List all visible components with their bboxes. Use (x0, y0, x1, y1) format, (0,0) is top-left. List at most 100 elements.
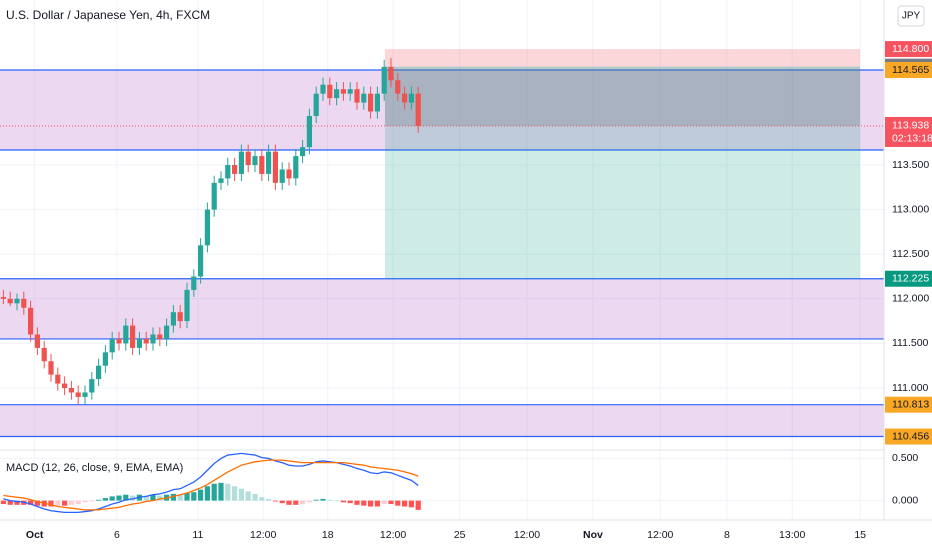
zone (0, 70, 884, 151)
candle-body (96, 365, 102, 380)
candle-body (7, 298, 13, 304)
candle-body (361, 93, 367, 103)
histogram-bar (381, 500, 387, 504)
candle-body (170, 312, 176, 326)
histogram-bar (245, 491, 251, 501)
x-tick-label: 12:00 (250, 529, 276, 541)
histogram-bar (334, 500, 340, 502)
histogram-bar (55, 500, 61, 506)
histogram-bar (361, 500, 367, 506)
candle-body (279, 169, 285, 183)
histogram-bar (109, 496, 115, 501)
candle-body (62, 383, 68, 389)
candle-body (266, 151, 272, 174)
x-tick-label: Oct (26, 529, 44, 541)
histogram-bar (415, 500, 421, 510)
candle-body (218, 178, 224, 183)
histogram-bar (218, 482, 224, 501)
macd-line (3, 459, 419, 511)
histogram-bar (388, 500, 394, 504)
histogram-bar (34, 500, 40, 506)
histogram-bar (293, 500, 299, 505)
candle-body (75, 392, 81, 397)
current-price-label: 113.938 (892, 120, 929, 132)
candle-body (388, 66, 394, 81)
y-tick-label: 113.500 (892, 159, 929, 171)
candle-body (347, 89, 353, 94)
macd-panel (0, 452, 421, 514)
histogram-bar (286, 500, 292, 505)
histogram-bar (28, 500, 34, 505)
histogram-bar (68, 500, 74, 505)
price-label: 114.800 (892, 43, 929, 55)
histogram-bar (211, 483, 217, 501)
candle-body (225, 165, 231, 179)
histogram-bar (225, 483, 231, 501)
zones (0, 49, 884, 438)
current-price-bg (885, 116, 932, 147)
candle-body (177, 312, 183, 322)
currency-button[interactable] (897, 5, 925, 27)
candle-body (123, 325, 129, 344)
candle-body (313, 93, 319, 116)
histogram-bar (150, 494, 156, 501)
candle-body (286, 169, 292, 179)
candle-body (245, 151, 251, 166)
candle-body (408, 93, 414, 103)
histogram-bar (0, 500, 6, 504)
histogram-bar (82, 500, 88, 503)
zone (0, 404, 884, 437)
grid (0, 0, 884, 520)
histogram-bar (320, 498, 326, 501)
price-label: 114.565 (892, 64, 929, 76)
histogram-bar (300, 500, 306, 504)
histogram-bar (279, 500, 285, 504)
histogram-bar (157, 495, 163, 501)
stop-zone (385, 49, 860, 67)
axes: Oct 6 11 12:00 18 12:00 25 12:00 Nov 12:00 8 13:00 1… (26, 41, 932, 541)
histogram-bar (354, 500, 360, 505)
histogram-bar (204, 486, 210, 501)
candle-body (238, 151, 244, 174)
candle-body (191, 276, 197, 290)
zone (0, 278, 884, 339)
candle-body (300, 147, 306, 157)
histogram-bar (48, 500, 54, 507)
candle-body (109, 338, 115, 353)
x-tick-label: 15 (854, 529, 866, 541)
candle-body (327, 84, 333, 99)
candle-body (14, 298, 20, 304)
candle-body (68, 388, 74, 393)
histogram-bar (395, 500, 401, 506)
histogram-bar (170, 493, 176, 501)
candle-body (164, 325, 170, 339)
open-pnl-zone (385, 66, 860, 126)
histogram-bar (306, 500, 312, 503)
histogram-bar (368, 500, 374, 507)
histogram-bar (327, 499, 333, 501)
histogram-bar (313, 499, 319, 501)
price-label: 110.456 (892, 430, 929, 442)
x-tick-label: 12:00 (380, 529, 406, 541)
histogram-bar (198, 489, 204, 501)
y-tick-label: 113.000 (892, 203, 929, 215)
histogram-bar (177, 494, 183, 501)
histogram-bar (272, 500, 278, 502)
candle-body (34, 334, 40, 348)
histogram-bar (238, 488, 244, 501)
histogram-bar (89, 500, 95, 502)
candle-body (374, 93, 380, 112)
histogram-bar (130, 495, 136, 501)
candle-body (354, 89, 360, 103)
candle-body (402, 93, 408, 103)
candle-body (415, 93, 421, 126)
candle-body (395, 80, 401, 94)
candle-body (306, 115, 312, 148)
histogram-bar (123, 494, 129, 501)
candle-body (334, 89, 340, 99)
histogram-bar (374, 500, 380, 507)
candle-body (381, 66, 387, 94)
histogram-bar (402, 500, 408, 507)
x-tick-label: 13:00 (779, 529, 805, 541)
